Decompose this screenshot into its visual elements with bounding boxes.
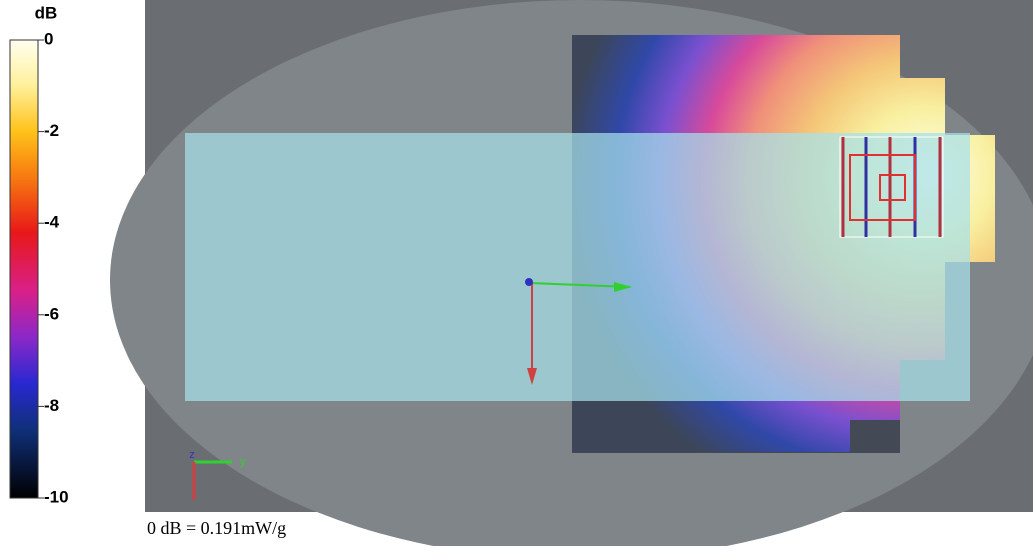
colorbar-tick-label: 0: [44, 29, 53, 48]
colorbar-tick-label: -10: [44, 487, 69, 506]
colorbar-tick-label: -6: [44, 304, 59, 323]
colorbar: [9, 39, 39, 499]
zoom-scan: [839, 136, 944, 238]
colorbar-tick-label: -8: [44, 396, 59, 415]
device: [185, 133, 970, 401]
colorbar-title: dB: [35, 3, 58, 22]
colorbar-tick-label: -4: [44, 213, 60, 232]
caption: 0 dB = 0.191mW/g: [147, 518, 286, 538]
triad-label: z: [189, 449, 195, 461]
triad: z y: [189, 449, 246, 500]
origin-axes: [525, 278, 632, 385]
triad-label: y: [240, 456, 246, 468]
colorbar-tick-label: -2: [44, 121, 59, 140]
